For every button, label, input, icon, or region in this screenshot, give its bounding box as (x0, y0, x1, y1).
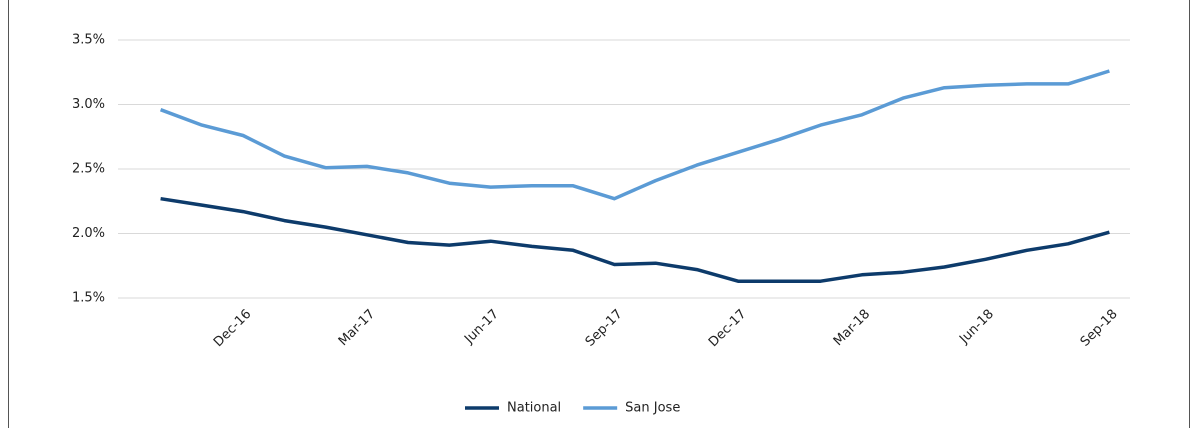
y-tick-label: 3.5% (72, 33, 105, 48)
x-tick-label: Dec-17 (706, 307, 749, 350)
y-tick-label: 3.0% (72, 97, 105, 112)
series-line (159, 69, 1110, 201)
y-tick-label: 1.5% (72, 291, 105, 306)
x-tick-label: Sep-17 (583, 307, 626, 350)
x-tick-label: Jun-18 (956, 307, 997, 348)
x-tick-label: Mar-18 (831, 307, 873, 349)
frame (8, 0, 1190, 428)
y-tick-label: 2.0% (72, 226, 105, 241)
x-tick-label: Mar-17 (336, 307, 378, 349)
legend-label: San Jose (625, 401, 680, 416)
x-tick-label: Jun-17 (461, 307, 502, 348)
x-tick-label: Dec-16 (211, 307, 254, 350)
y-tick-label: 2.5% (72, 162, 105, 177)
x-tick-label: Sep-18 (1078, 307, 1121, 350)
legend-label: National (507, 401, 561, 416)
series-line (160, 196, 1110, 283)
